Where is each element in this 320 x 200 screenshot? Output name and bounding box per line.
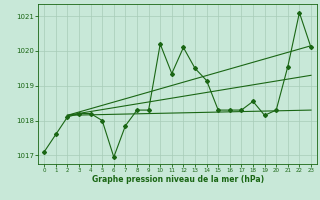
X-axis label: Graphe pression niveau de la mer (hPa): Graphe pression niveau de la mer (hPa) xyxy=(92,175,264,184)
